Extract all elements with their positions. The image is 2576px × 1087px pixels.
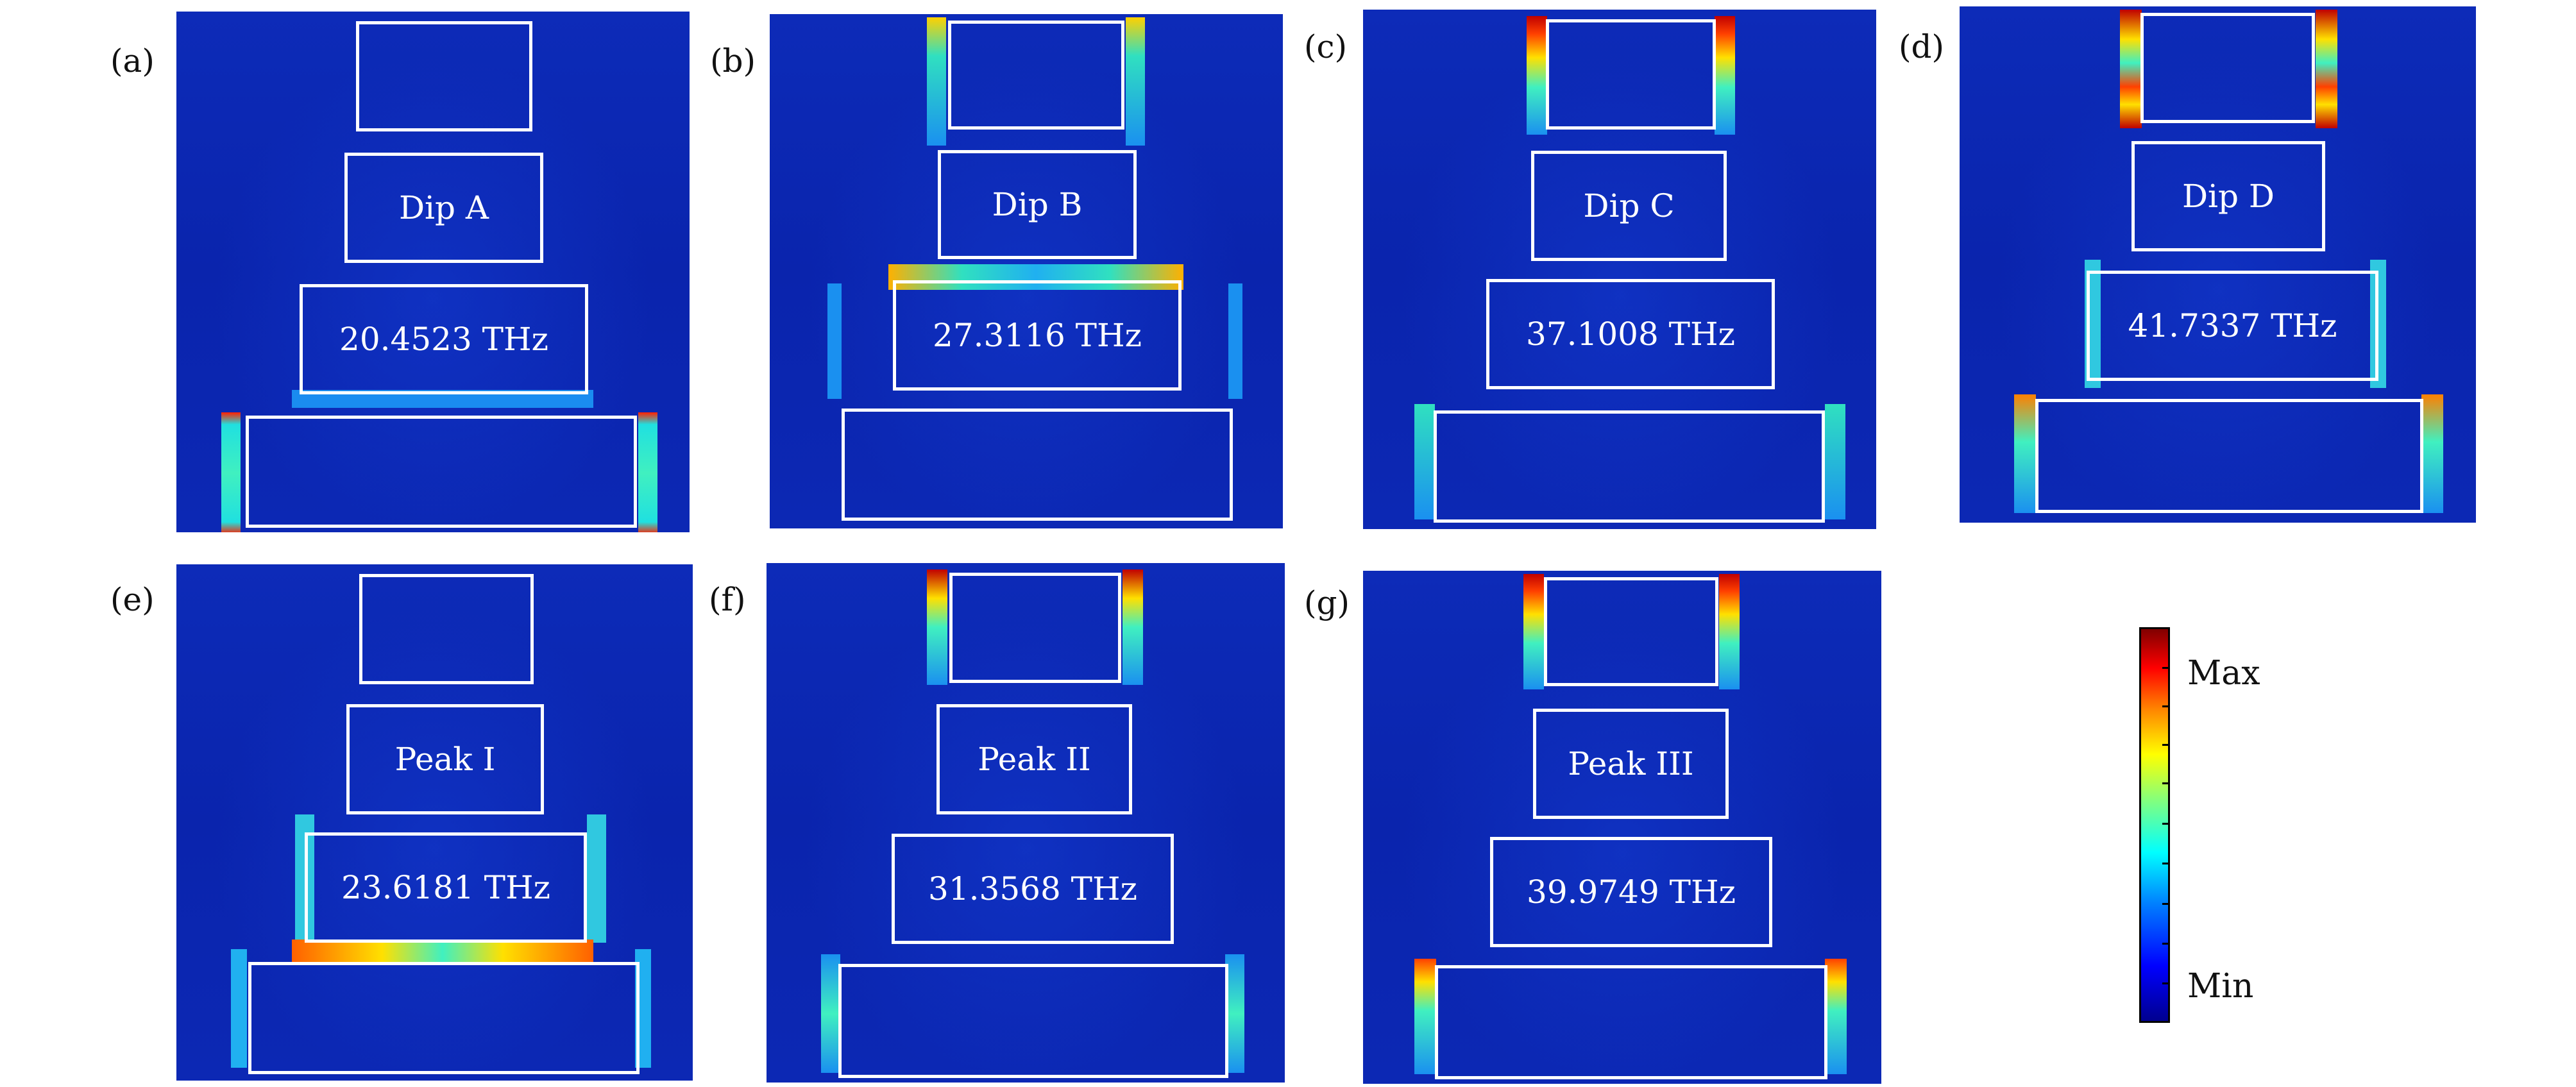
- frequency-value: 41.7337 THz: [2128, 307, 2337, 344]
- block-1: [1546, 19, 1716, 130]
- block-4: [842, 409, 1233, 521]
- field-hotspot: [1414, 404, 1435, 519]
- block-2: Dip A: [344, 153, 543, 263]
- frequency-value: 20.4523 THz: [339, 321, 548, 358]
- block-2: Dip C: [1531, 151, 1727, 261]
- panel-d: Dip D 41.7337 THz: [1960, 6, 2476, 523]
- field-hotspot: [888, 264, 1183, 290]
- mode-name: Peak III: [1568, 745, 1694, 782]
- field-hotspot: [1523, 574, 1544, 689]
- block-3: 27.3116 THz: [893, 280, 1182, 391]
- block-2: Dip D: [2131, 141, 2325, 251]
- panel-f: Peak II 31.3568 THz: [767, 563, 1285, 1083]
- panel-label-d: (d): [1899, 28, 1945, 65]
- field-hotspot: [2120, 10, 2142, 128]
- mode-name: Dip D: [2182, 178, 2275, 215]
- field-hotspot: [1527, 16, 1547, 135]
- panel-label-c: (c): [1304, 28, 1348, 65]
- field-hotspot: [292, 940, 593, 962]
- block-3: 37.1008 THz: [1486, 279, 1775, 389]
- block-3: 39.9749 THz: [1490, 837, 1772, 947]
- field-hotspot: [927, 17, 946, 146]
- field-hotspot: [1228, 283, 1242, 399]
- field-hotspot: [1225, 954, 1244, 1073]
- field-hotspot: [587, 814, 606, 943]
- panel-label-a: (a): [110, 42, 155, 80]
- colorbar-tick: [2162, 982, 2170, 984]
- field-hotspot: [1825, 959, 1847, 1074]
- panel-b: Dip B 27.3116 THz: [770, 14, 1283, 528]
- colorbar-tick: [2162, 823, 2170, 825]
- panel-label-b: (b): [710, 42, 756, 80]
- frequency-value: 39.9749 THz: [1527, 873, 1736, 911]
- frequency-value: 23.6181 THz: [341, 869, 550, 906]
- field-hotspot: [1123, 569, 1143, 685]
- colorbar-tick: [2162, 744, 2170, 746]
- field-hotspot: [2316, 10, 2337, 128]
- colorbar-max-label: Max: [2187, 654, 2260, 693]
- colorbar-tick: [2162, 667, 2170, 669]
- field-hotspot: [221, 412, 241, 532]
- block-1: [948, 21, 1124, 130]
- field-hotspot: [2421, 394, 2443, 513]
- field-hotspot: [827, 283, 842, 399]
- mode-name: Dip C: [1583, 187, 1675, 224]
- block-4: [838, 964, 1228, 1078]
- block-4: [2035, 399, 2423, 513]
- colorbar-tick: [2162, 863, 2170, 864]
- field-hotspot: [927, 569, 947, 685]
- colorbar-tick: [2162, 943, 2170, 945]
- block-4: [248, 962, 640, 1074]
- mode-name: Peak I: [394, 741, 496, 778]
- panel-label-e: (e): [110, 581, 155, 618]
- panel-a: Dip A 20.4523 THz: [176, 12, 690, 532]
- field-hotspot: [1715, 16, 1735, 135]
- panel-label-g: (g): [1304, 584, 1350, 621]
- field-hotspot: [1126, 17, 1145, 146]
- field-hotspot: [1719, 574, 1740, 689]
- block-1: [949, 573, 1121, 683]
- block-3: 20.4523 THz: [300, 284, 588, 394]
- block-2: Peak II: [936, 704, 1132, 814]
- frequency-value: 27.3116 THz: [933, 317, 1142, 354]
- block-4: [1434, 410, 1825, 523]
- field-hotspot: [1414, 959, 1436, 1074]
- field-hotspot: [2014, 394, 2036, 513]
- block-2: Peak III: [1533, 709, 1729, 819]
- panel-label-f: (f): [709, 581, 746, 618]
- frequency-value: 31.3568 THz: [928, 870, 1137, 907]
- block-2: Peak I: [346, 704, 544, 814]
- block-1: [359, 574, 534, 684]
- panel-g: Peak III 39.9749 THz: [1363, 571, 1881, 1084]
- block-3: 31.3568 THz: [892, 834, 1174, 944]
- block-3: 41.7337 THz: [2087, 271, 2378, 381]
- field-hotspot: [821, 954, 840, 1073]
- colorbar-min-label: Min: [2187, 967, 2254, 1006]
- mode-name: Dip B: [992, 186, 1083, 223]
- colorbar-tick: [2162, 705, 2170, 707]
- panel-c: Dip C 37.1008 THz: [1363, 10, 1876, 529]
- field-hotspot: [231, 949, 247, 1068]
- block-4: [1435, 965, 1827, 1079]
- colorbar: [2139, 627, 2170, 1023]
- block-1: [356, 21, 532, 131]
- block-2: Dip B: [938, 150, 1137, 259]
- block-1: [2140, 13, 2315, 123]
- field-hotspot: [1825, 404, 1845, 519]
- mode-name: Peak II: [978, 741, 1091, 778]
- colorbar-tick: [2162, 782, 2170, 784]
- block-3: 23.6181 THz: [305, 832, 587, 943]
- panel-e: Peak I 23.6181 THz: [176, 564, 693, 1081]
- block-1: [1544, 577, 1718, 686]
- colorbar-tick: [2162, 903, 2170, 905]
- field-hotspot: [638, 412, 657, 532]
- block-4: [246, 416, 637, 528]
- frequency-value: 37.1008 THz: [1526, 316, 1735, 353]
- mode-name: Dip A: [398, 189, 489, 226]
